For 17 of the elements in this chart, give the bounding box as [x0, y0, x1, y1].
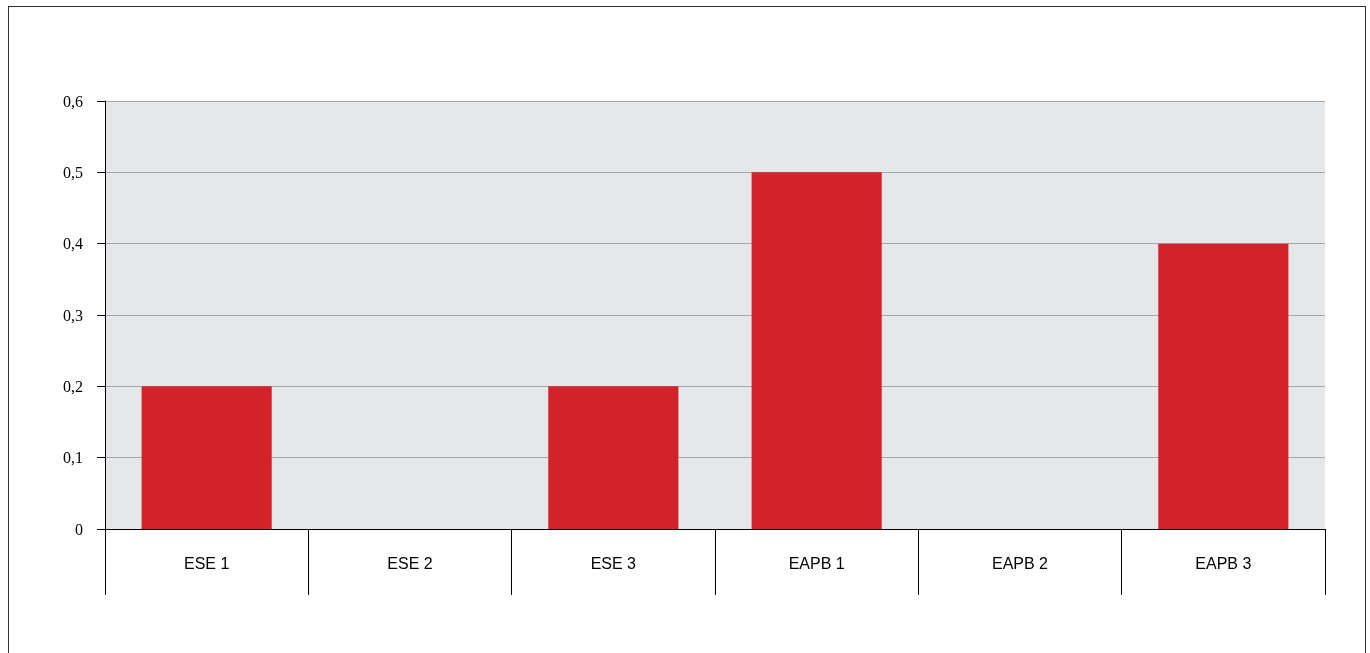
bar [751, 172, 882, 529]
x-tick-label: ESE 1 [183, 554, 230, 572]
y-tick-label: 0,5 [63, 163, 83, 181]
x-tick-label: EAPB 1 [788, 554, 845, 572]
x-tick-label: EAPB 3 [1195, 554, 1252, 572]
y-tick-label: 0,2 [63, 377, 83, 395]
y-tick-label: 0,3 [63, 306, 83, 324]
y-tick-label: 0,4 [63, 235, 83, 253]
bar [1158, 243, 1289, 529]
x-tick-label: ESE 2 [387, 554, 433, 572]
y-tick-label: 0,6 [63, 92, 83, 110]
x-tick-label: EAPB 2 [991, 554, 1049, 572]
x-tick-label: ESE 3 [590, 554, 637, 572]
bar [141, 386, 272, 529]
bar [548, 386, 679, 529]
y-tick-label: 0 [75, 520, 83, 538]
y-tick-label: 0,1 [63, 449, 83, 467]
